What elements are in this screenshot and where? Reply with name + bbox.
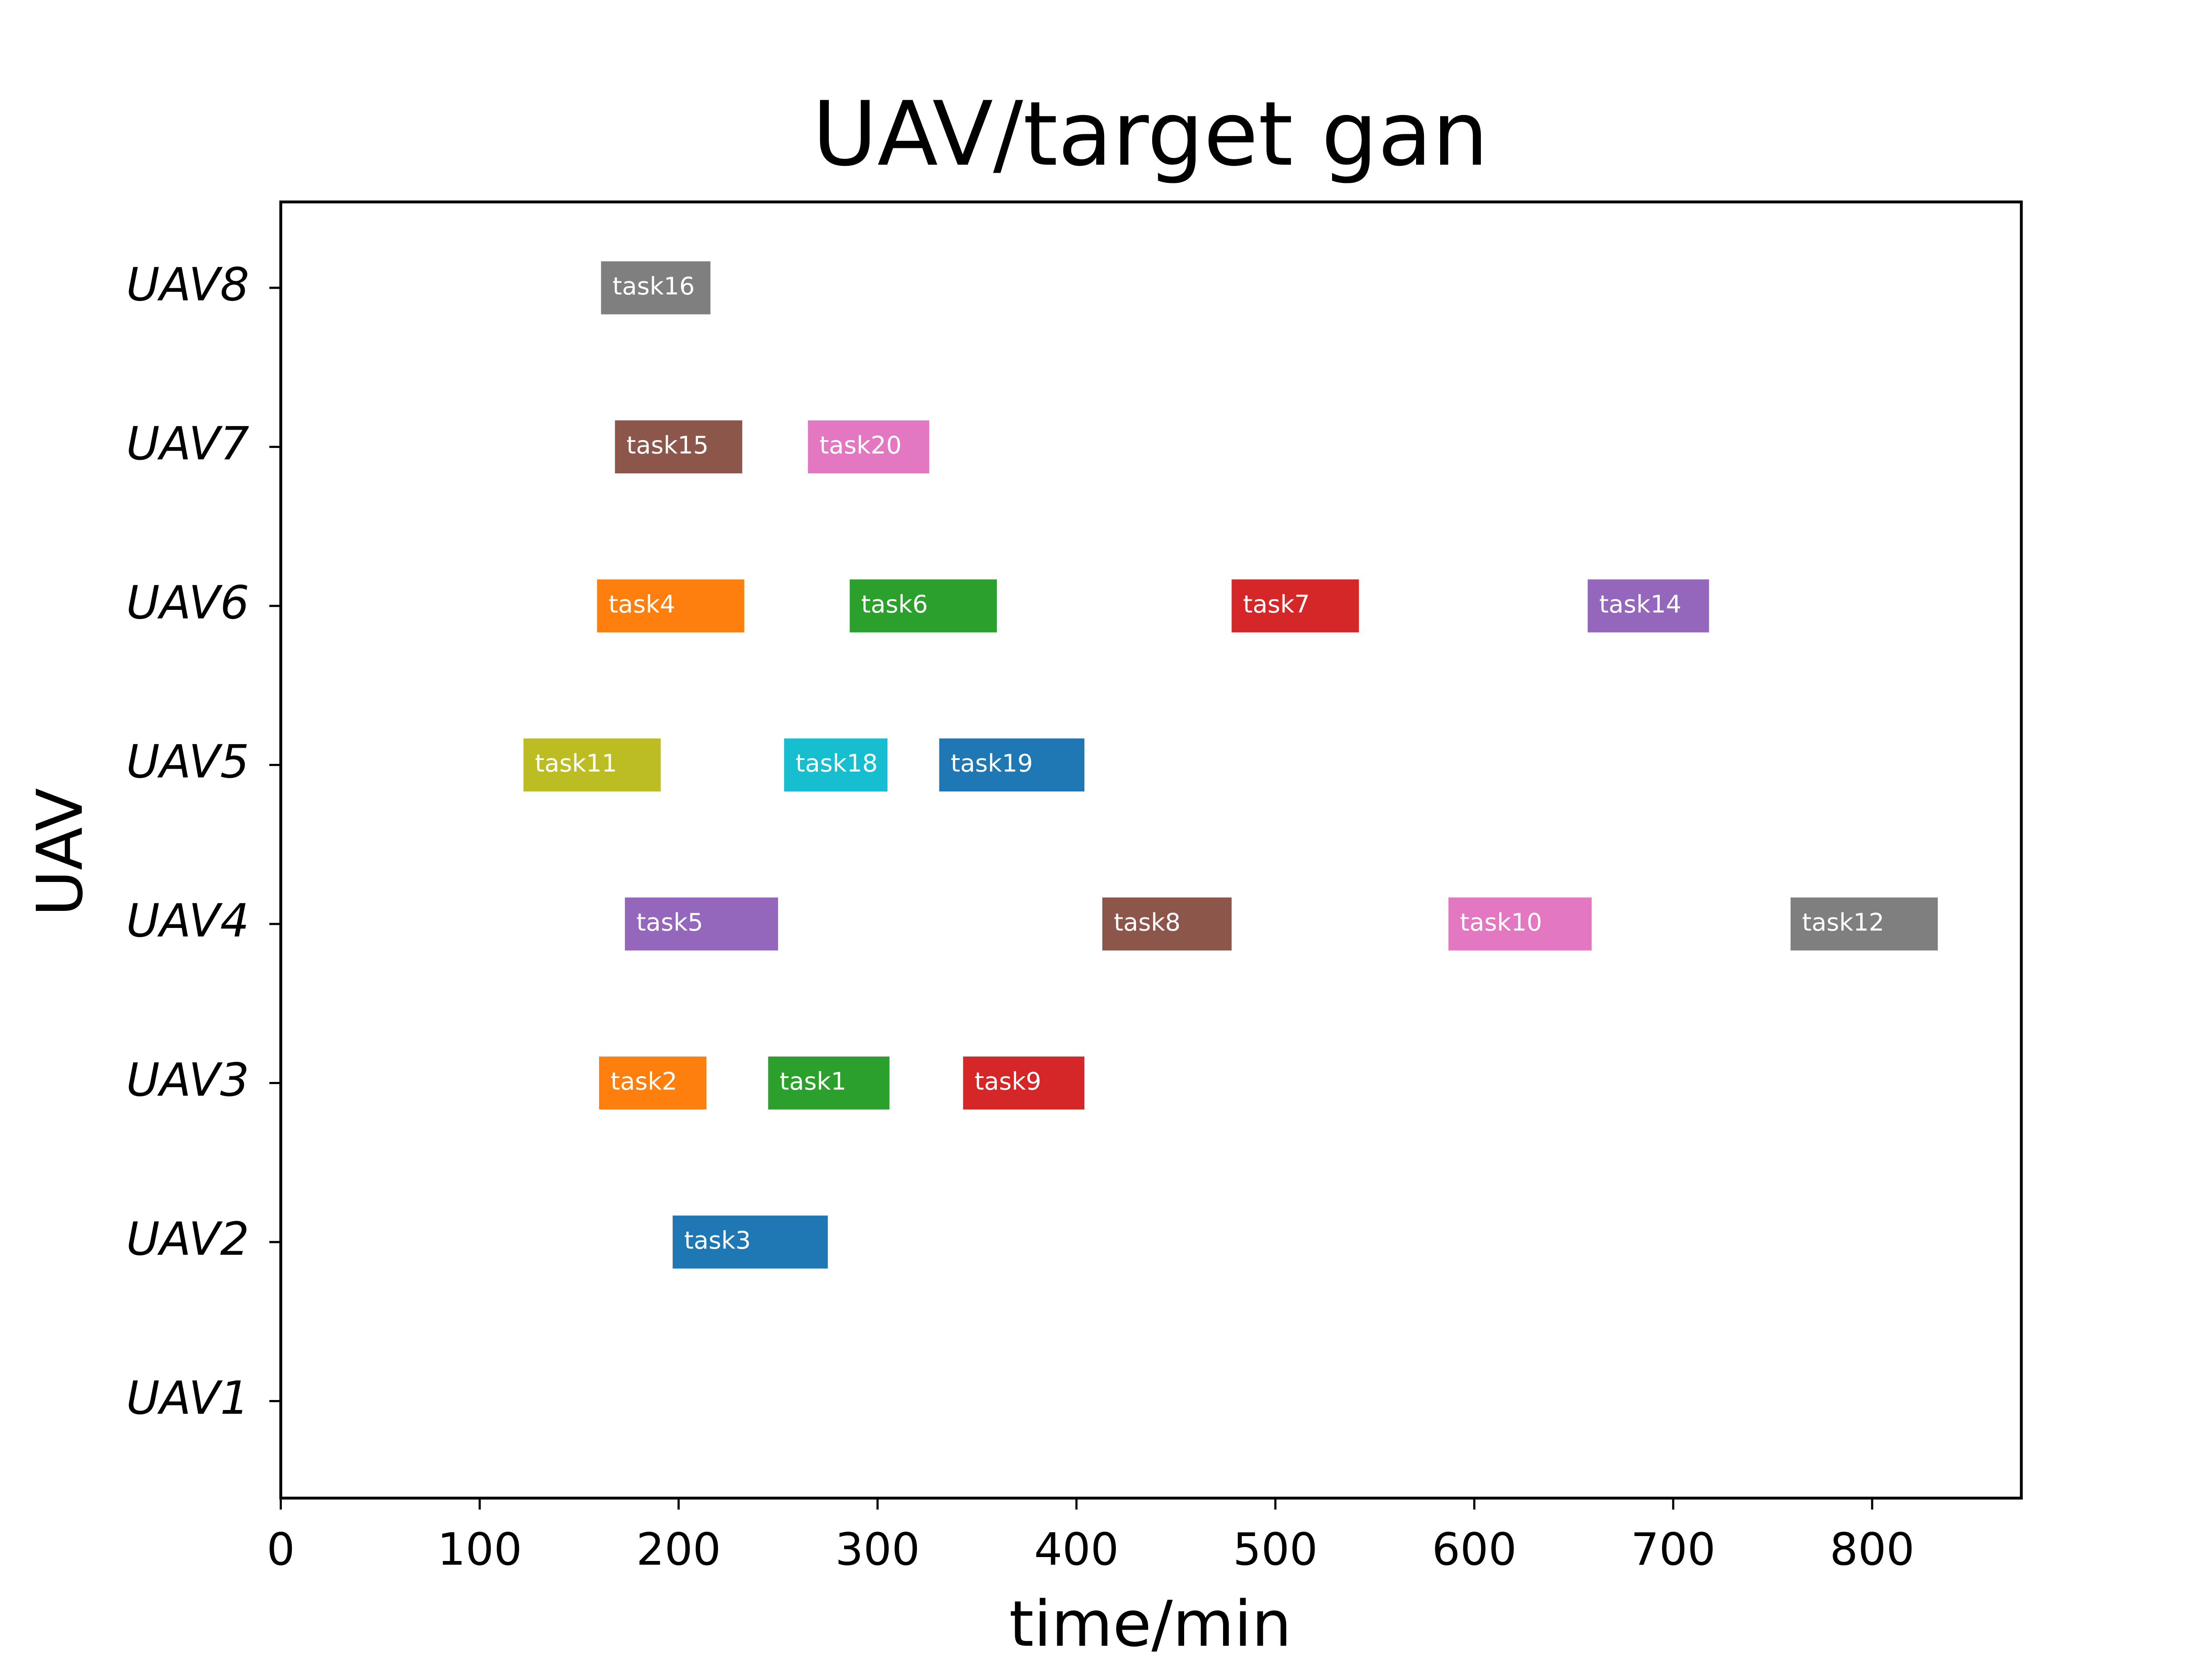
- task-bar: [1448, 897, 1592, 951]
- y-tick-label: UAV5: [126, 735, 249, 788]
- task-bar: [1102, 897, 1232, 951]
- task-label: task9: [975, 1068, 1041, 1096]
- task-bar: [523, 738, 661, 792]
- task-bar: [1588, 579, 1709, 633]
- task-bar: [673, 1215, 828, 1269]
- task-label: task8: [1114, 908, 1181, 937]
- x-tick-label: 100: [437, 1523, 522, 1575]
- task-label: task5: [636, 908, 703, 937]
- x-tick-label: 200: [636, 1523, 721, 1575]
- y-tick-label: UAV8: [126, 258, 249, 312]
- task-bar: [808, 420, 929, 473]
- task-label: task2: [610, 1068, 677, 1096]
- task-bar: [1231, 579, 1359, 633]
- task-bar: [625, 897, 778, 951]
- task-label: task19: [950, 749, 1033, 778]
- task-label: task14: [1599, 590, 1681, 619]
- task-bar: [768, 1056, 890, 1110]
- x-tick-label: 300: [835, 1523, 920, 1575]
- task-label: task18: [796, 749, 878, 778]
- task-bar: [784, 738, 888, 792]
- task-bar: [601, 261, 711, 315]
- x-tick-label: 600: [1432, 1523, 1517, 1575]
- task-label: task15: [627, 431, 709, 460]
- task-label: task6: [861, 590, 928, 619]
- task-bar: [597, 579, 744, 633]
- y-tick-label: UAV7: [126, 417, 249, 470]
- x-tick-label: 500: [1233, 1523, 1318, 1575]
- task-bar: [599, 1056, 707, 1110]
- task-label: task20: [819, 431, 901, 460]
- task-label: task3: [684, 1226, 751, 1255]
- task-label: task10: [1460, 908, 1542, 937]
- x-tick-label: 800: [1830, 1523, 1914, 1575]
- chart-title: UAV/target gan: [812, 82, 1488, 186]
- task-bar: [963, 1056, 1085, 1110]
- y-tick-label: UAV6: [126, 576, 249, 630]
- task-bar: [849, 579, 997, 633]
- plot-frame: [279, 200, 2023, 1500]
- task-bar: [1790, 897, 1938, 951]
- task-label: task1: [780, 1068, 847, 1096]
- task-label: task16: [613, 272, 695, 301]
- x-axis-label: time/min: [1009, 1587, 1292, 1661]
- task-bar: [615, 420, 743, 473]
- y-tick-label: UAV4: [126, 894, 249, 948]
- y-tick-label: UAV2: [126, 1212, 249, 1266]
- task-label: task11: [535, 749, 617, 778]
- y-axis-label: UAV: [23, 788, 97, 916]
- task-label: task4: [609, 590, 676, 619]
- task-label: task7: [1243, 590, 1310, 619]
- task-bar: [939, 738, 1085, 792]
- x-tick-label: 0: [266, 1523, 295, 1575]
- x-tick-label: 700: [1631, 1523, 1716, 1575]
- task-label: task12: [1802, 908, 1884, 937]
- y-tick-label: UAV1: [126, 1371, 249, 1424]
- y-tick-label: UAV3: [126, 1053, 249, 1106]
- x-tick-label: 400: [1034, 1523, 1119, 1575]
